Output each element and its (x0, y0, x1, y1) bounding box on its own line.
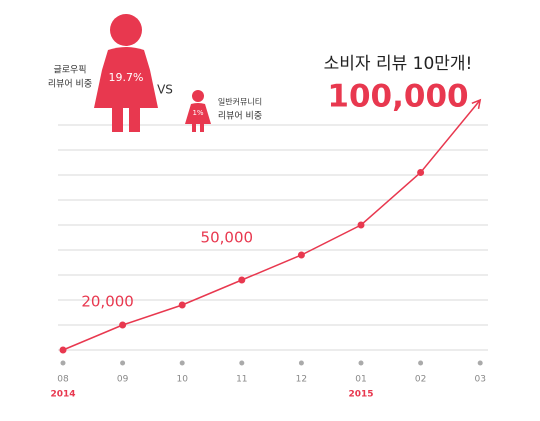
data-point (357, 221, 365, 229)
big-percent: 19.7% (109, 71, 144, 84)
x-tick-label: 01 (355, 375, 366, 385)
data-point (178, 301, 186, 309)
x-tick-dot (60, 360, 66, 366)
annotation: 20,000 (81, 293, 134, 311)
annotation: 50,000 (201, 229, 254, 247)
x-tick-label: 03 (474, 375, 485, 385)
data-point (238, 276, 246, 284)
x-tick-label: 09 (117, 375, 129, 385)
right-label: 일반커뮤니티 (218, 97, 262, 107)
x-tick-dot (477, 360, 483, 366)
big-woman-icon (94, 14, 158, 132)
x-tick-label: 02 (415, 375, 426, 385)
x-tick-dot (298, 360, 304, 366)
year-label: 2015 (348, 390, 373, 400)
data-point (417, 169, 425, 176)
x-tick-dot (239, 360, 245, 366)
arrow-head (471, 98, 482, 109)
grid (58, 124, 488, 351)
data-point (59, 346, 67, 354)
data-point (119, 321, 127, 329)
small-percent: 1% (192, 109, 203, 117)
small-woman-icon (185, 90, 211, 132)
left-label: 리뷰어 비중 (48, 79, 92, 90)
x-tick-dot (120, 360, 126, 366)
x-tick-label: 10 (176, 375, 188, 385)
left-label: 글로우픽 (53, 65, 86, 76)
x-tick-label: 11 (236, 375, 247, 385)
data-point (297, 251, 305, 259)
headline-value: 100,000 (327, 79, 468, 115)
x-tick-dot (358, 360, 364, 366)
x-tick-label: 12 (296, 375, 307, 385)
vs-label: VS (157, 83, 173, 97)
data-line (62, 99, 481, 351)
right-label: 리뷰어 비중 (218, 111, 262, 122)
x-tick-dot (418, 360, 424, 366)
year-label: 2014 (50, 390, 75, 400)
x-tick-label: 08 (57, 375, 69, 385)
x-tick-dot (179, 360, 185, 366)
headline: 소비자 리뷰 10만개! (324, 54, 473, 74)
